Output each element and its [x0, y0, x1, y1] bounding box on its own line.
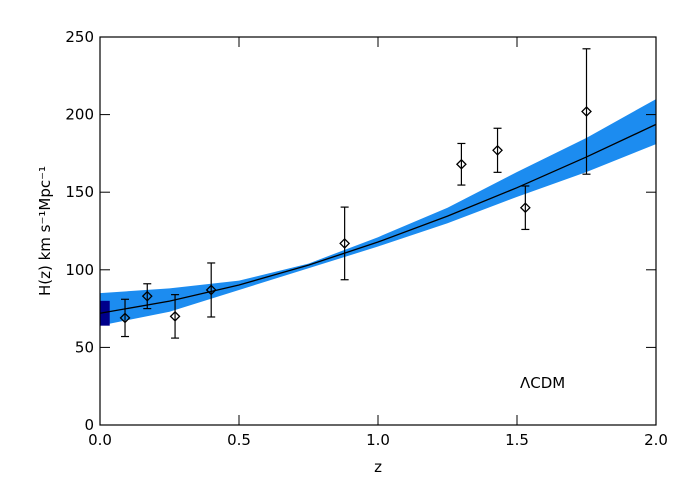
y-axis-label: H(z) km s⁻¹Mpc⁻¹: [36, 166, 54, 296]
data-point: [205, 284, 217, 296]
x-tick-label: 1.5: [505, 431, 529, 449]
data-point: [169, 310, 181, 322]
data-point: [492, 144, 503, 156]
data-point: [119, 312, 131, 324]
annotation: ΛCDM: [520, 374, 565, 392]
y-tick-label: 0: [84, 416, 94, 434]
x-tick-label: 1.0: [366, 431, 390, 449]
data-point: [141, 290, 153, 302]
x-tick-label: 0.5: [227, 431, 251, 449]
confidence-band: [100, 99, 656, 326]
y-tick-label: 250: [65, 28, 94, 46]
y-tick-label: 150: [65, 183, 94, 201]
h0-box: [100, 300, 110, 326]
x-tick-label: 2.0: [644, 431, 668, 449]
y-tick-label: 100: [65, 261, 94, 279]
y-tick-label: 50: [75, 338, 94, 356]
plot-frame: [99, 36, 657, 426]
x-axis-label: z: [374, 458, 382, 476]
data-point: [519, 202, 531, 214]
data-point: [581, 106, 592, 117]
model-line: [99, 123, 657, 314]
data-point: [455, 158, 467, 170]
x-tick-label: 0.0: [88, 431, 112, 449]
y-tick-label: 200: [65, 106, 94, 124]
data-point: [339, 237, 351, 249]
